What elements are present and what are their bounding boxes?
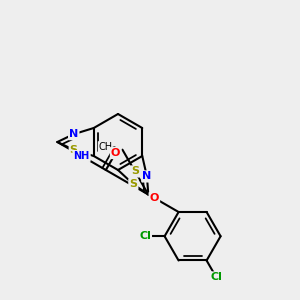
Text: N: N: [142, 171, 152, 182]
Text: S: S: [70, 145, 78, 155]
Text: NH: NH: [74, 151, 90, 161]
Text: S: S: [131, 167, 139, 176]
Text: Cl: Cl: [211, 272, 222, 283]
Text: O: O: [150, 193, 159, 203]
Text: S: S: [129, 179, 137, 189]
Text: O: O: [111, 148, 120, 158]
Text: Cl: Cl: [139, 231, 151, 241]
Text: N: N: [69, 129, 78, 139]
Text: CH₃: CH₃: [98, 142, 116, 152]
